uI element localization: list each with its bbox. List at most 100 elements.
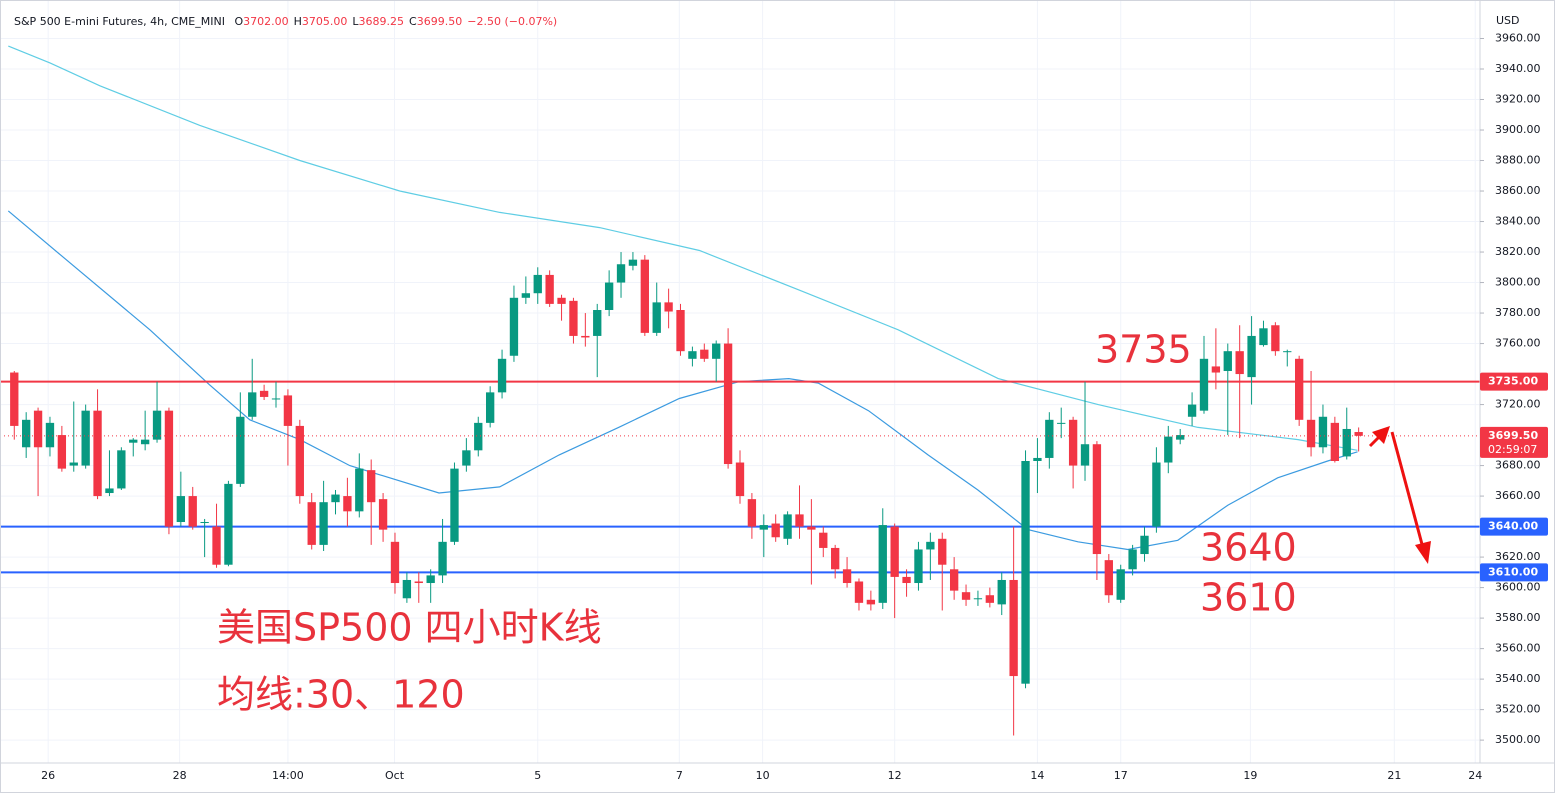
candle-body [1068,419,1078,466]
candle-body [1164,436,1173,463]
candle-body [1080,444,1090,466]
candle-body [795,514,804,527]
candle-body [105,488,114,494]
annotation: 3735 [1095,328,1192,372]
candle-body [1247,335,1256,378]
y-tick-label: 3600.00 [1495,581,1541,594]
candle-body [1211,366,1221,373]
candle-body [426,575,435,584]
moving-average [7,210,1358,551]
candle-body [902,576,911,584]
price-tag-label: 3699.50 [1488,429,1538,442]
level-tag [1480,563,1548,582]
candle-body [1306,419,1316,448]
annotation: 3640 [1200,526,1297,570]
candle-body [509,297,519,356]
candle-body [33,410,43,448]
header: S&P 500 E-mini Futures, 4h, CME_MINI O37… [14,15,557,28]
candle-body [759,525,768,530]
x-tick-label: 12 [888,769,902,782]
level-tag-label: 3735.00 [1488,375,1538,388]
candle-body [438,541,447,576]
x-tick-label: 7 [676,769,683,782]
ohlc-value: 3699.50 [417,15,463,28]
x-tick-label: 26 [41,769,55,782]
candle-body [402,579,412,599]
candle-body [462,450,471,466]
candle-body [497,358,507,393]
candle-body [1128,549,1137,570]
candle-body [1176,435,1185,440]
candle-body [1342,428,1351,457]
candle-body [688,351,697,359]
candle-body [914,549,923,584]
candle-body [997,579,1006,605]
y-tick-label: 3940.00 [1495,62,1541,75]
moving-average [8,45,1358,451]
candle-body [973,598,983,600]
y-tick-label: 3820.00 [1495,245,1541,258]
candle-body [485,392,495,423]
candle-body [1104,560,1113,596]
candle-body [819,532,828,548]
candle-body [367,470,376,503]
y-tick-label: 3560.00 [1495,642,1541,655]
candle-body [331,494,340,503]
price-countdown: 02:59:07 [1488,443,1537,456]
plot [0,45,1480,736]
candle-body [271,398,281,400]
candle-body [117,450,126,489]
candle-body [1057,422,1066,424]
candle-body [390,541,400,584]
candle-body [712,343,721,359]
candle-body [140,439,150,445]
candle-body [283,395,293,426]
candle-body [557,297,566,304]
candle-body [259,390,269,397]
candle-body [1021,461,1030,684]
candle-body [81,410,90,466]
candle-body [450,468,459,542]
x-tick-label: Oct [385,769,405,782]
y-tick-label: 3900.00 [1495,123,1541,136]
y-tick-label: 3580.00 [1495,611,1541,624]
candle-body [890,526,899,577]
candle-body [949,569,959,591]
arrow [1368,426,1431,564]
candle-body [581,335,590,338]
candle-body [1009,579,1018,677]
y-tick-label: 3720.00 [1495,398,1541,411]
y-tick-label: 3660.00 [1495,489,1541,502]
candle-body [414,581,423,584]
candle-body [10,372,19,426]
candle-body [569,300,578,336]
candle-body [854,581,864,603]
candle-body [961,592,971,600]
symbol: S&P 500 E-mini Futures, 4h, CME_MINI [14,15,225,28]
candle-body [474,422,483,451]
candle-body [1235,351,1244,375]
y-tick-label: 3880.00 [1495,154,1541,167]
x-tick-label: 10 [756,769,770,782]
price-tag [1480,426,1548,458]
candle-body [295,425,304,497]
y-tick-label: 3960.00 [1495,32,1541,45]
candle-body [378,499,388,530]
candle-body [676,310,685,352]
candle-body [1152,462,1161,527]
candle-body [807,526,816,530]
x-tick-label: 14 [1030,769,1044,782]
candle-body [533,274,542,294]
candle-body [664,302,673,312]
candle-body [224,483,233,565]
candle-body [545,274,554,304]
candle-body [628,259,638,266]
candle-body [723,343,733,465]
candle-body [1271,325,1280,352]
candle-body [1223,351,1232,372]
y-tick-label: 3920.00 [1495,93,1541,106]
candle-body [1033,457,1042,461]
candle-body [129,439,138,443]
level-tag-label: 3610.00 [1488,565,1538,578]
candle-body [926,541,935,550]
